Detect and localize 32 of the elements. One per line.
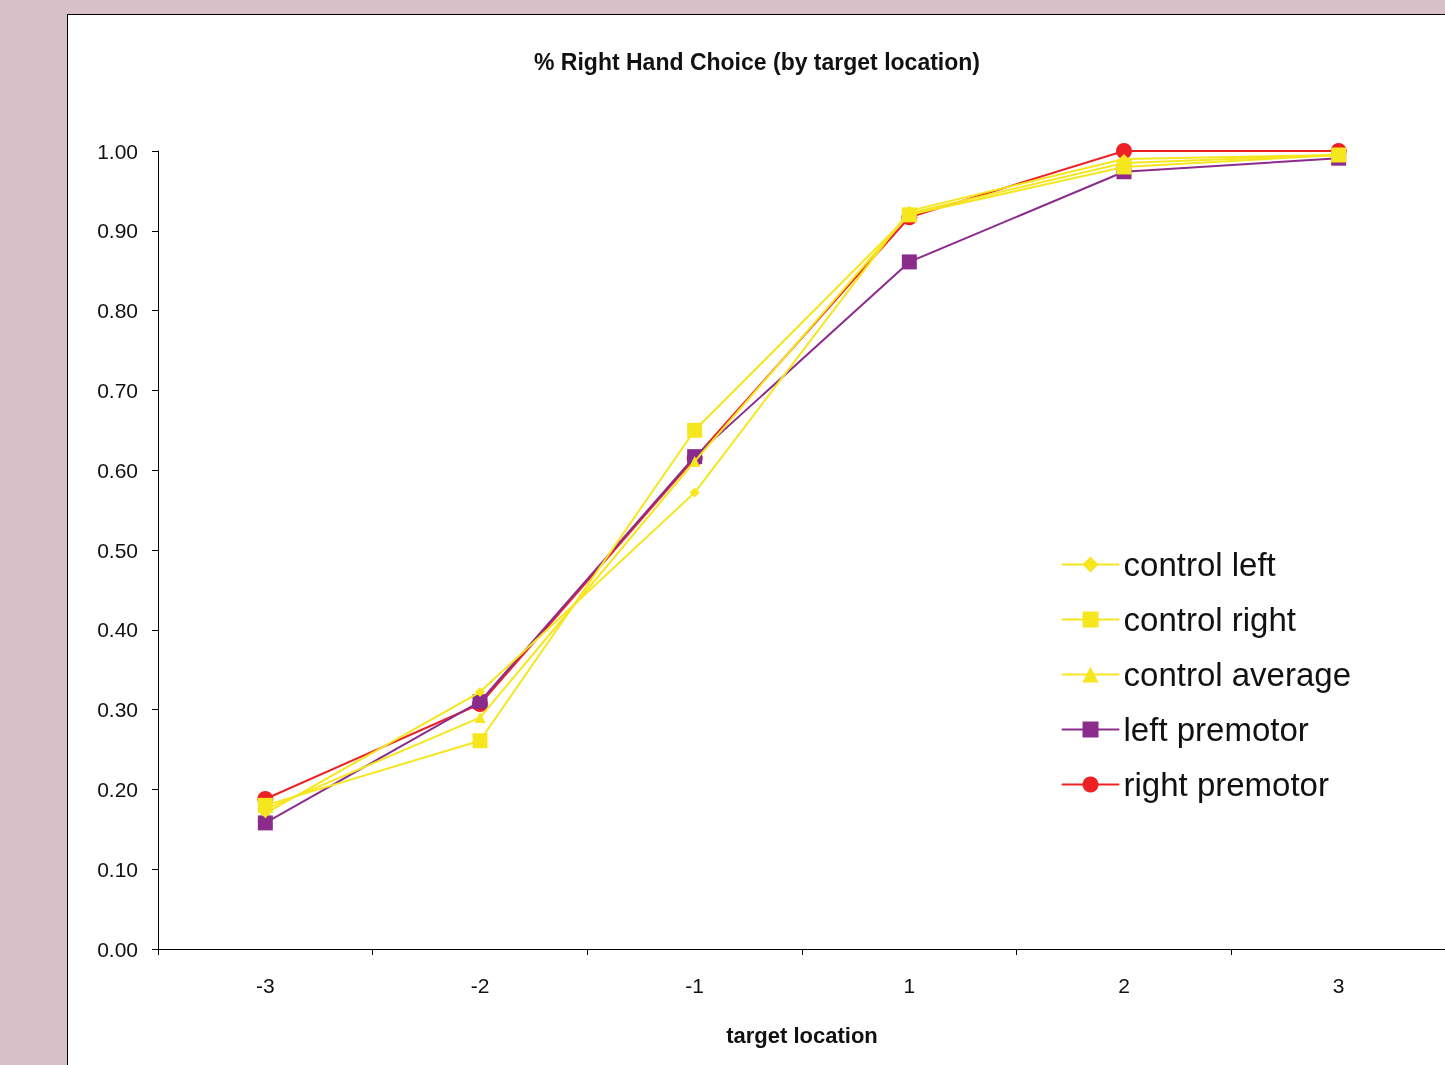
x-tick-label: 3 (1332, 974, 1345, 997)
x-tick-label: 1 (903, 974, 916, 997)
y-tick-label: 0.80 (97, 299, 138, 323)
point (901, 254, 917, 270)
y-tick-label: 0.40 (97, 618, 138, 642)
y-tick-label: 0.70 (97, 378, 138, 402)
y-tick-label: 0.90 (97, 219, 138, 243)
point (474, 712, 486, 724)
y-tick-label: 0.00 (97, 937, 138, 961)
x-tick-label: -1 (685, 974, 705, 997)
point (689, 487, 700, 498)
point (475, 687, 485, 698)
point (687, 422, 703, 438)
y-tick-label: 0.10 (97, 857, 138, 881)
y-tick-label: 0.60 (97, 458, 138, 482)
x-tick-label: -3 (255, 974, 275, 997)
legend-label: control average (1123, 656, 1352, 693)
x-tick-label: -2 (470, 974, 490, 997)
y-tick-label: 0.50 (97, 538, 138, 562)
y-tick-label: 0.30 (97, 698, 138, 722)
x-axis-title: target location (726, 1022, 878, 1048)
point (257, 815, 273, 831)
legend-label: left premotor (1123, 711, 1309, 748)
y-tick-label: 0.20 (97, 777, 138, 801)
x-tick-label: 2 (1118, 974, 1130, 997)
chart-title: % Right Hand Choice (by target location) (534, 48, 980, 75)
point (472, 733, 488, 749)
legend-label: control right (1123, 601, 1296, 638)
point (689, 455, 701, 467)
legend-label: right premotor (1123, 766, 1329, 803)
y-tick-label: 1.00 (97, 139, 138, 163)
legend-label: control left (1123, 546, 1276, 583)
